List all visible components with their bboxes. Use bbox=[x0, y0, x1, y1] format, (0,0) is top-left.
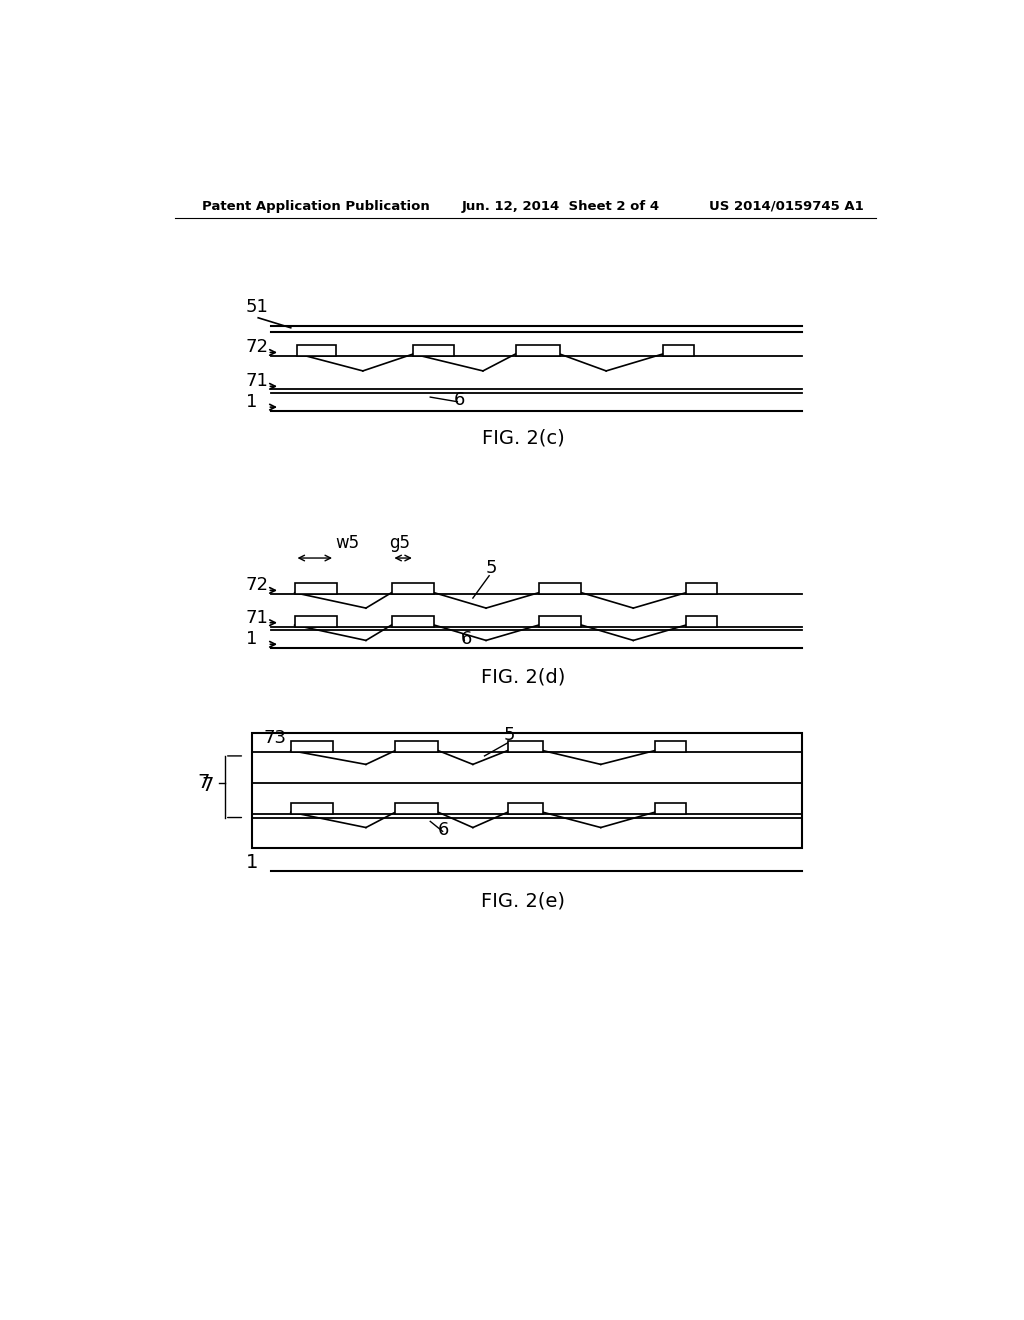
Bar bbox=[291, 742, 334, 752]
Text: 6: 6 bbox=[438, 821, 450, 840]
Bar bbox=[539, 583, 582, 594]
Text: 1: 1 bbox=[246, 630, 257, 648]
Text: 72: 72 bbox=[246, 577, 268, 594]
Text: 72: 72 bbox=[246, 338, 268, 356]
Bar bbox=[686, 616, 717, 627]
Bar bbox=[295, 583, 337, 594]
Bar bbox=[391, 583, 434, 594]
Bar bbox=[539, 616, 582, 627]
Text: 6: 6 bbox=[454, 391, 465, 409]
Text: 6: 6 bbox=[461, 630, 473, 648]
Bar bbox=[291, 803, 334, 813]
Bar bbox=[295, 616, 337, 627]
Text: 7: 7 bbox=[197, 774, 209, 792]
Text: 51: 51 bbox=[246, 298, 268, 317]
Text: FIG. 2(d): FIG. 2(d) bbox=[481, 668, 565, 686]
Text: w5: w5 bbox=[336, 535, 359, 552]
Text: g5: g5 bbox=[389, 535, 411, 552]
Bar bbox=[395, 803, 438, 813]
Bar bbox=[655, 803, 686, 813]
Bar bbox=[686, 583, 717, 594]
Bar bbox=[414, 345, 454, 355]
Bar bbox=[252, 733, 802, 849]
Text: Jun. 12, 2014  Sheet 2 of 4: Jun. 12, 2014 Sheet 2 of 4 bbox=[461, 199, 659, 213]
Text: 5: 5 bbox=[486, 558, 498, 577]
Text: 7: 7 bbox=[202, 776, 214, 795]
Text: 5: 5 bbox=[504, 726, 515, 743]
Bar bbox=[508, 803, 543, 813]
Bar bbox=[655, 742, 686, 752]
Bar bbox=[297, 345, 336, 355]
Bar bbox=[515, 345, 560, 355]
Text: FIG. 2(e): FIG. 2(e) bbox=[481, 891, 565, 909]
Text: Patent Application Publication: Patent Application Publication bbox=[202, 199, 429, 213]
Text: 1: 1 bbox=[246, 853, 258, 871]
Text: 71: 71 bbox=[246, 372, 268, 391]
Bar bbox=[508, 742, 543, 752]
Text: US 2014/0159745 A1: US 2014/0159745 A1 bbox=[710, 199, 864, 213]
Bar bbox=[391, 616, 434, 627]
Text: 71: 71 bbox=[246, 609, 268, 627]
Bar bbox=[395, 742, 438, 752]
Text: 1: 1 bbox=[246, 393, 257, 411]
Bar bbox=[663, 345, 693, 355]
Text: 73: 73 bbox=[263, 729, 287, 747]
Text: FIG. 2(c): FIG. 2(c) bbox=[482, 428, 564, 447]
